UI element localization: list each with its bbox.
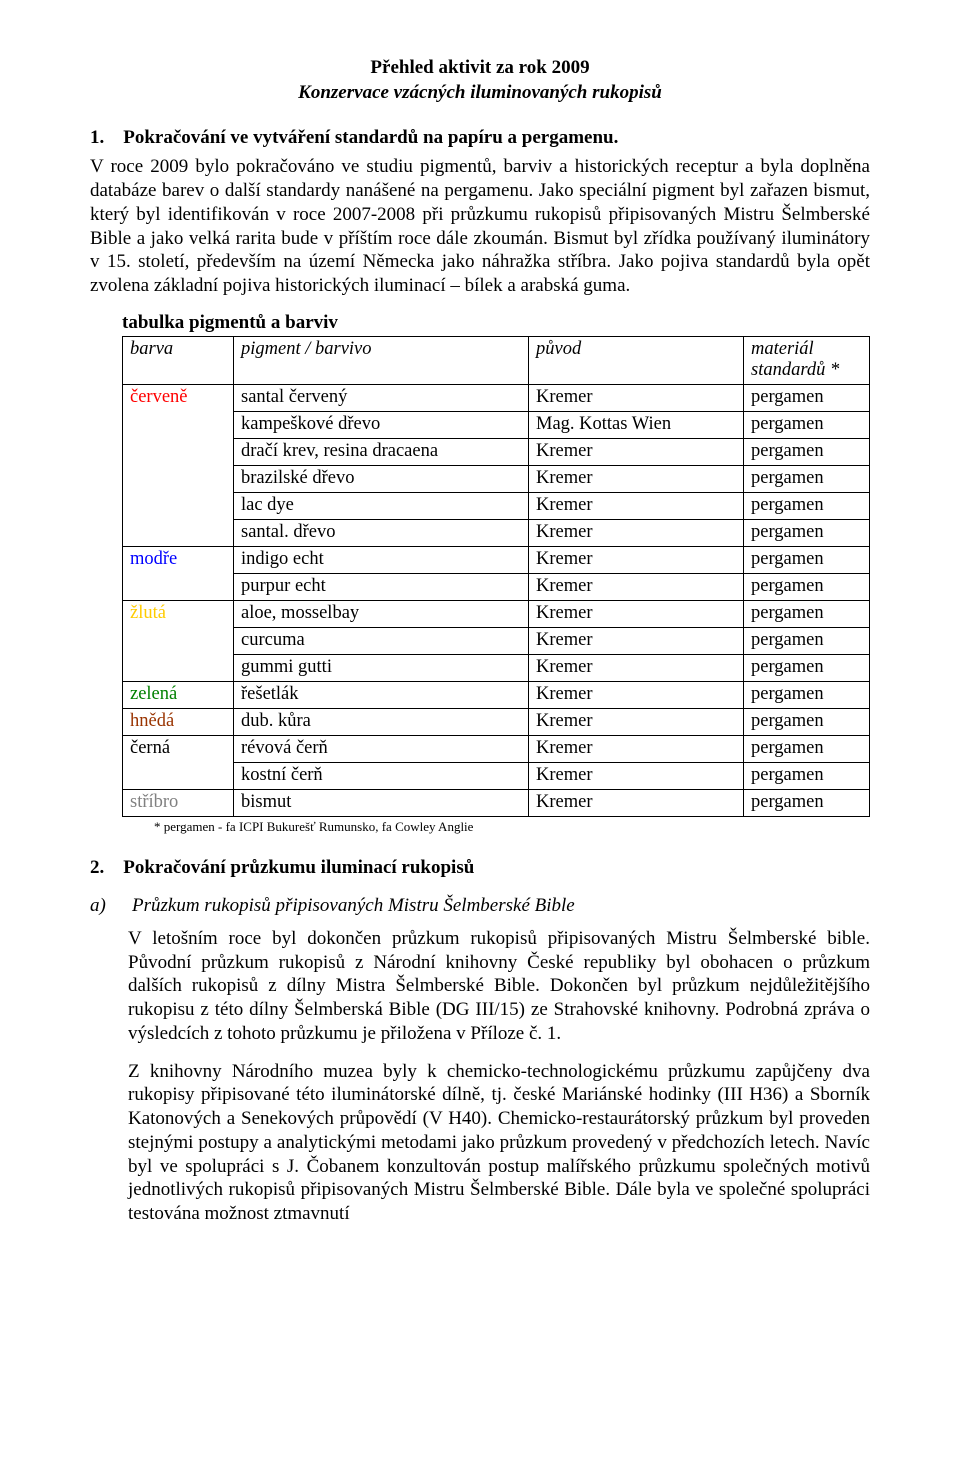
cell-puvod: Kremer xyxy=(529,708,744,735)
cell-pigment: aloe, mosselbay xyxy=(234,600,529,627)
table-row: kampeškové dřevoMag. Kottas Wienpergamen xyxy=(123,411,870,438)
cell-pigment: dračí krev, resina dracaena xyxy=(234,438,529,465)
cell-barva: žlutá xyxy=(123,600,234,681)
cell-material: pergamen xyxy=(744,465,870,492)
th-material-l1: materiál xyxy=(751,339,814,359)
table-row: černárévová čerňKremerpergamen xyxy=(123,735,870,762)
cell-material: pergamen xyxy=(744,681,870,708)
table-row: modřeindigo echtKremerpergamen xyxy=(123,546,870,573)
cell-pigment: gummi gutti xyxy=(234,654,529,681)
cell-pigment: curcuma xyxy=(234,627,529,654)
cell-puvod: Kremer xyxy=(529,654,744,681)
page-title: Přehled aktivit za rok 2009 xyxy=(90,56,870,81)
cell-pigment: lac dye xyxy=(234,492,529,519)
cell-puvod: Kremer xyxy=(529,681,744,708)
cell-barva: hnědá xyxy=(123,708,234,735)
sub-letter: a) xyxy=(90,895,116,917)
section2-p2: Z knihovny Národního muzea byly k chemic… xyxy=(128,1060,870,1226)
th-puvod: původ xyxy=(529,336,744,384)
cell-material: pergamen xyxy=(744,384,870,411)
th-pigment: pigment / barvivo xyxy=(234,336,529,384)
cell-puvod: Kremer xyxy=(529,600,744,627)
cell-barva: červeně xyxy=(123,384,234,546)
cell-material: pergamen xyxy=(744,789,870,816)
table-row: dračí krev, resina dracaenaKremerpergame… xyxy=(123,438,870,465)
cell-material: pergamen xyxy=(744,573,870,600)
table-row: purpur echtKremerpergamen xyxy=(123,573,870,600)
table-row: gummi guttiKremerpergamen xyxy=(123,654,870,681)
cell-material: pergamen xyxy=(744,762,870,789)
cell-pigment: santal červený xyxy=(234,384,529,411)
pigments-table: barva pigment / barvivo původ materiál s… xyxy=(122,336,870,817)
cell-barva: zelená xyxy=(123,681,234,708)
cell-puvod: Kremer xyxy=(529,546,744,573)
table-caption: tabulka pigmentů a barviv xyxy=(122,312,870,334)
cell-pigment: révová čerň xyxy=(234,735,529,762)
table-row: žlutáaloe, mosselbayKremerpergamen xyxy=(123,600,870,627)
cell-material: pergamen xyxy=(744,735,870,762)
table-body: červeněsantal červenýKremerpergamenkampe… xyxy=(123,384,870,816)
cell-barva: černá xyxy=(123,735,234,789)
section2-title: Pokračování průzkumu iluminací rukopisů xyxy=(123,857,474,878)
cell-material: pergamen xyxy=(744,627,870,654)
cell-pigment: bismut xyxy=(234,789,529,816)
table-header-row: barva pigment / barvivo původ materiál s… xyxy=(123,336,870,384)
document-page: Přehled aktivit za rok 2009 Konzervace v… xyxy=(0,0,960,1468)
section1-title: Pokračování ve vytváření standardů na pa… xyxy=(123,127,618,148)
cell-pigment: purpur echt xyxy=(234,573,529,600)
cell-material: pergamen xyxy=(744,411,870,438)
table-row: curcumaKremerpergamen xyxy=(123,627,870,654)
section2-heading: 2. Pokračování průzkumu iluminací rukopi… xyxy=(90,857,870,879)
cell-pigment: kostní čerň xyxy=(234,762,529,789)
sub-title: Průzkum rukopisů připisovaných Mistru Še… xyxy=(132,895,575,917)
cell-material: pergamen xyxy=(744,600,870,627)
section2-body: V letošním roce byl dokončen průzkum ruk… xyxy=(128,927,870,1226)
cell-puvod: Kremer xyxy=(529,627,744,654)
cell-material: pergamen xyxy=(744,492,870,519)
table-row: hnědádub. kůraKremerpergamen xyxy=(123,708,870,735)
th-barva: barva xyxy=(123,336,234,384)
cell-barva: stříbro xyxy=(123,789,234,816)
table-row: brazilské dřevoKremerpergamen xyxy=(123,465,870,492)
section1-heading: 1. Pokračování ve vytváření standardů na… xyxy=(90,127,870,149)
section1-paragraph: V roce 2009 bylo pokračováno ve studiu p… xyxy=(90,155,870,298)
table-row: stříbrobismutKremerpergamen xyxy=(123,789,870,816)
cell-pigment: indigo echt xyxy=(234,546,529,573)
cell-pigment: řešetlák xyxy=(234,681,529,708)
cell-barva: modře xyxy=(123,546,234,600)
section2-p1: V letošním roce byl dokončen průzkum ruk… xyxy=(128,927,870,1046)
cell-puvod: Kremer xyxy=(529,519,744,546)
page-subtitle: Konzervace vzácných iluminovaných rukopi… xyxy=(90,81,870,106)
cell-puvod: Kremer xyxy=(529,492,744,519)
cell-material: pergamen xyxy=(744,438,870,465)
table-footnote: * pergamen - fa ICPI Bukurešť Rumunsko, … xyxy=(154,819,870,835)
table-row: zelenářešetlákKremerpergamen xyxy=(123,681,870,708)
cell-puvod: Kremer xyxy=(529,735,744,762)
table-row: kostní čerňKremerpergamen xyxy=(123,762,870,789)
cell-material: pergamen xyxy=(744,519,870,546)
cell-material: pergamen xyxy=(744,546,870,573)
table-row: lac dyeKremerpergamen xyxy=(123,492,870,519)
cell-pigment: brazilské dřevo xyxy=(234,465,529,492)
cell-material: pergamen xyxy=(744,708,870,735)
section2-sub-a: a) Průzkum rukopisů připisovaných Mistru… xyxy=(90,895,870,917)
cell-pigment: kampeškové dřevo xyxy=(234,411,529,438)
section1-number: 1. xyxy=(90,127,104,148)
cell-pigment: santal. dřevo xyxy=(234,519,529,546)
th-material-l2: standardů * xyxy=(751,360,839,380)
table-row: červeněsantal červenýKremerpergamen xyxy=(123,384,870,411)
cell-puvod: Kremer xyxy=(529,789,744,816)
cell-puvod: Kremer xyxy=(529,438,744,465)
cell-pigment: dub. kůra xyxy=(234,708,529,735)
cell-puvod: Kremer xyxy=(529,384,744,411)
section2-number: 2. xyxy=(90,857,104,878)
cell-puvod: Kremer xyxy=(529,465,744,492)
cell-material: pergamen xyxy=(744,654,870,681)
cell-puvod: Mag. Kottas Wien xyxy=(529,411,744,438)
cell-puvod: Kremer xyxy=(529,573,744,600)
th-material: materiál standardů * xyxy=(744,336,870,384)
cell-puvod: Kremer xyxy=(529,762,744,789)
table-row: santal. dřevoKremerpergamen xyxy=(123,519,870,546)
